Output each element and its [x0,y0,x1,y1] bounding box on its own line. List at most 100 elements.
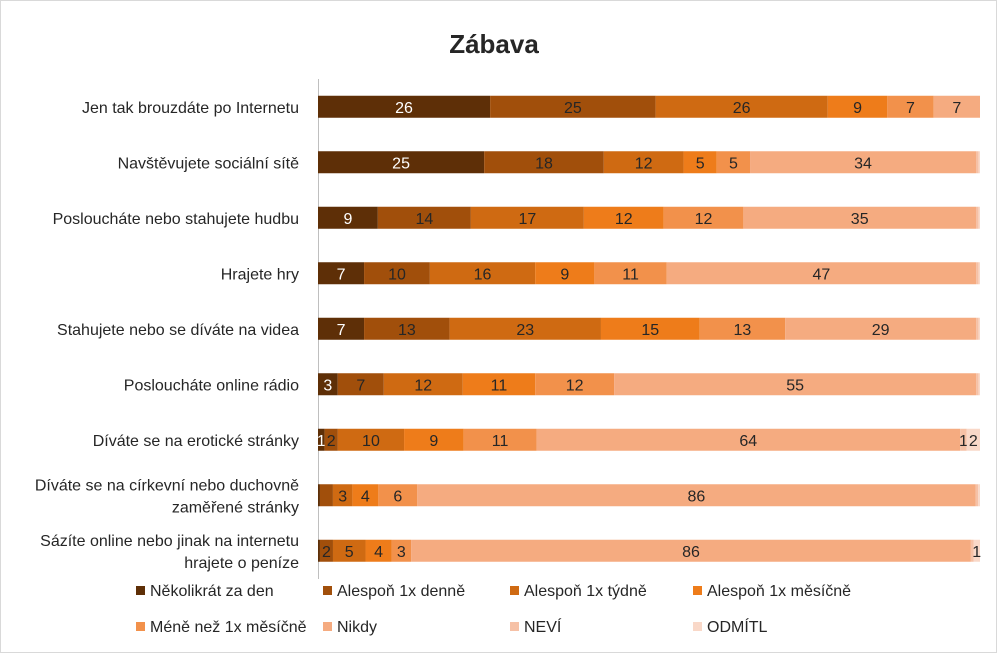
data-label: 34 [854,155,872,172]
data-label: 2 [322,544,331,561]
bar-segment [750,151,977,174]
legend-label: Méně než 1x měsíčně [150,619,307,636]
bars-group: 26 25 26 9 7 725 18 12 5 5 349 14 17 12 12 357 10 16 9 11 47… [317,95,981,562]
data-label: 7 [356,377,365,394]
bar-segment [332,484,353,507]
data-label: 26 [395,100,413,117]
bar-segment [332,539,366,562]
bar-segment [365,539,392,562]
bar-segment [976,206,979,229]
data-label: 47 [813,266,831,283]
data-label: 25 [392,155,410,172]
bar-segment [364,262,430,285]
category-label: hrajete o peníze [184,555,299,572]
data-label: 7 [337,322,346,339]
category-label: Hrajete hry [221,266,299,283]
bar-segment [973,539,980,562]
bar-segment [976,373,979,396]
data-label: 3 [323,377,332,394]
data-label: 7 [337,266,346,283]
data-label: 13 [398,322,416,339]
bar-segment [536,428,961,451]
data-label: 11 [492,433,509,450]
bar-segment [449,317,601,340]
data-label: 13 [734,322,752,339]
bar-segment [378,484,418,507]
legend-label: Několikrát za den [150,583,274,600]
legend-label: Alespoň 1x týdně [524,583,647,600]
bar-segment [976,262,979,285]
bar-segment [429,262,536,285]
bar-segment [960,428,967,451]
bar-segment [743,206,977,229]
category-label: zaměřené stránky [172,499,299,516]
bar-segment [970,539,974,562]
data-label: 12 [615,211,633,228]
category-label: Jen tak brouzdáte po Internetu [82,100,299,117]
bar-segment [663,206,744,229]
bar-segment [470,206,584,229]
bar-segment [404,428,464,451]
bar-segment [978,484,980,507]
category-label: Sázíte online nebo jinak na internetu [40,533,299,550]
bar-segment [603,151,684,174]
category-labels: Jen tak brouzdáte po Internetu Navštěvuje… [35,100,299,572]
data-label: 5 [345,544,354,561]
bar-segment [666,262,977,285]
data-label: 15 [641,322,659,339]
legend-swatch [323,622,332,631]
data-label: 86 [687,488,705,505]
bar-segment [484,151,604,174]
data-label: 9 [343,211,352,228]
legend-swatch [510,622,519,631]
legend-swatch [323,586,332,595]
bar-segment [337,373,384,396]
legend-swatch [136,622,145,631]
bar-segment [583,206,664,229]
bar-segment [417,484,976,507]
data-label: 2 [327,433,336,450]
data-label: 7 [906,100,915,117]
data-label: 29 [872,322,890,339]
data-label: 9 [429,433,438,450]
data-label: 35 [851,211,869,228]
data-label: 4 [374,544,383,561]
data-label: 5 [729,155,738,172]
bar-segment [966,428,980,451]
data-label: 2 [969,433,978,450]
data-label: 5 [696,155,705,172]
bar-segment [887,95,934,118]
bar-segment [462,373,536,396]
bar-segment [391,539,412,562]
legend-label: ODMÍTL [707,617,768,636]
data-label: 25 [564,100,582,117]
data-label: 16 [474,266,492,283]
bar-segment [383,373,463,396]
data-label: 26 [733,100,751,117]
data-label: 17 [518,211,536,228]
bar-segment [377,206,471,229]
bar-segment [600,317,700,340]
bar-segment [785,317,977,340]
legend-swatch [510,586,519,595]
data-label: 1 [317,433,326,450]
data-label: 18 [535,155,553,172]
data-label: 55 [786,377,804,394]
category-label: Díváte se na církevní nebo duchovně [35,477,299,494]
bar-segment [594,262,667,285]
bar-segment [978,262,980,285]
bar-segment [976,317,979,340]
data-label: 12 [635,155,653,172]
bar-segment [535,262,595,285]
data-label: 1 [959,433,968,450]
bar-segment [490,95,656,118]
bar-segment [411,539,971,562]
bar-segment [535,373,615,396]
category-label: Posloucháte online rádio [124,377,299,394]
legend-label: Alespoň 1x měsíčně [707,583,851,600]
bar-segment [324,428,338,451]
bar-segment [933,95,980,118]
data-label: 3 [338,488,347,505]
bar-segment [318,428,325,451]
